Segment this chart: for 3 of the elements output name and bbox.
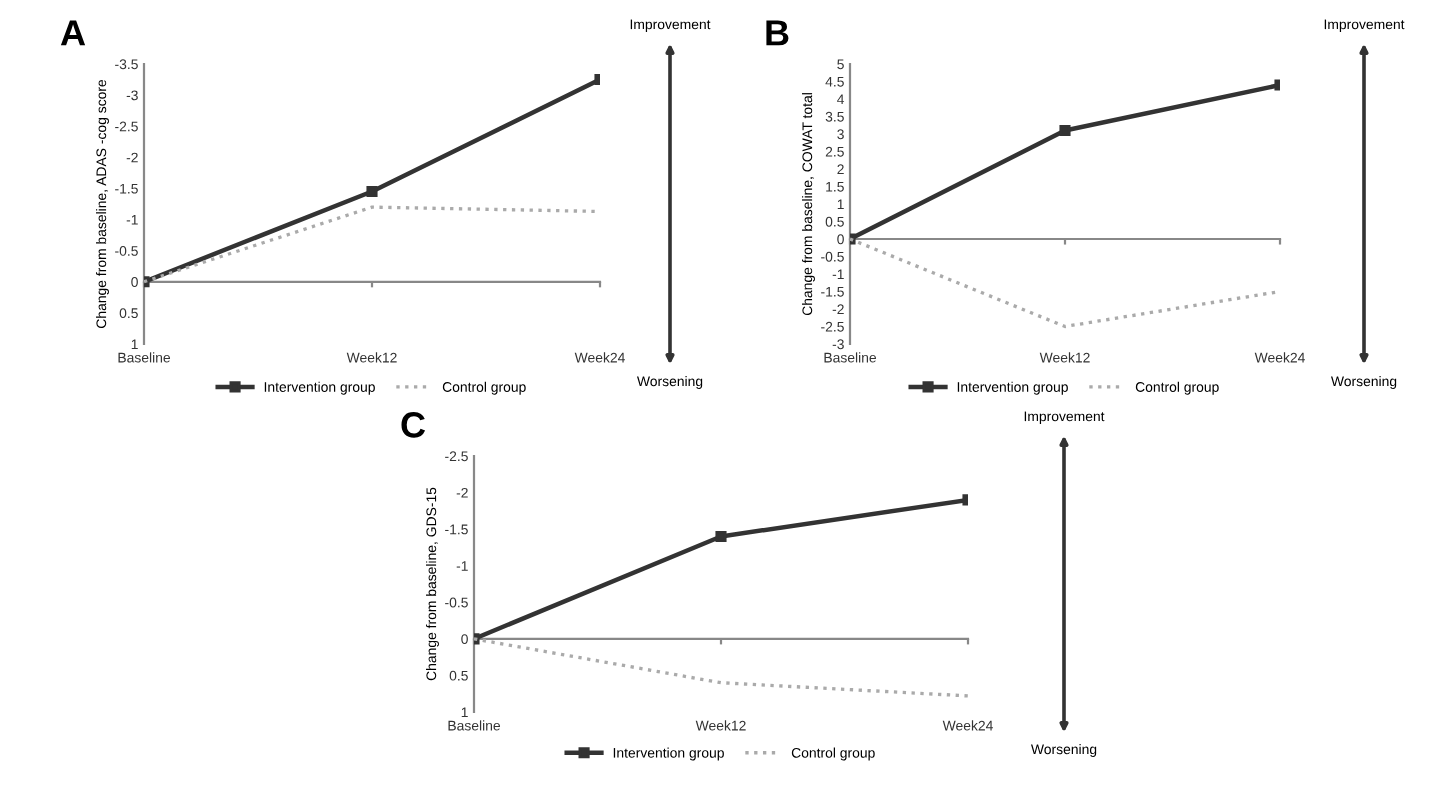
chart-title: B bbox=[766, 20, 789, 46]
chart-title: A bbox=[60, 20, 86, 46]
chart-title: C bbox=[401, 412, 426, 438]
